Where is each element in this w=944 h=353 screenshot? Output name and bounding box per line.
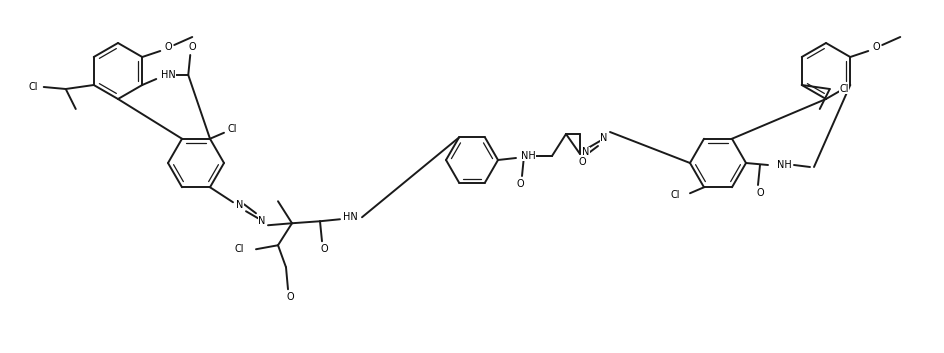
Text: HN: HN bbox=[160, 70, 176, 80]
Text: O: O bbox=[872, 42, 880, 52]
Text: N: N bbox=[236, 200, 244, 210]
Text: N: N bbox=[600, 133, 608, 143]
Text: N: N bbox=[259, 216, 265, 226]
Text: NH: NH bbox=[521, 151, 535, 161]
Text: N: N bbox=[582, 147, 590, 157]
Text: NH: NH bbox=[777, 160, 791, 170]
Text: O: O bbox=[578, 157, 586, 167]
Text: Cl: Cl bbox=[839, 84, 849, 94]
Text: Cl: Cl bbox=[234, 244, 244, 254]
Text: HN: HN bbox=[343, 212, 358, 222]
Text: O: O bbox=[164, 42, 172, 52]
Text: O: O bbox=[756, 188, 764, 198]
Text: Cl: Cl bbox=[28, 82, 38, 92]
Text: Cl: Cl bbox=[228, 124, 237, 134]
Text: O: O bbox=[516, 179, 524, 189]
Text: Cl: Cl bbox=[670, 190, 680, 200]
Text: O: O bbox=[286, 292, 294, 302]
Text: O: O bbox=[189, 42, 196, 52]
Text: O: O bbox=[320, 244, 328, 254]
